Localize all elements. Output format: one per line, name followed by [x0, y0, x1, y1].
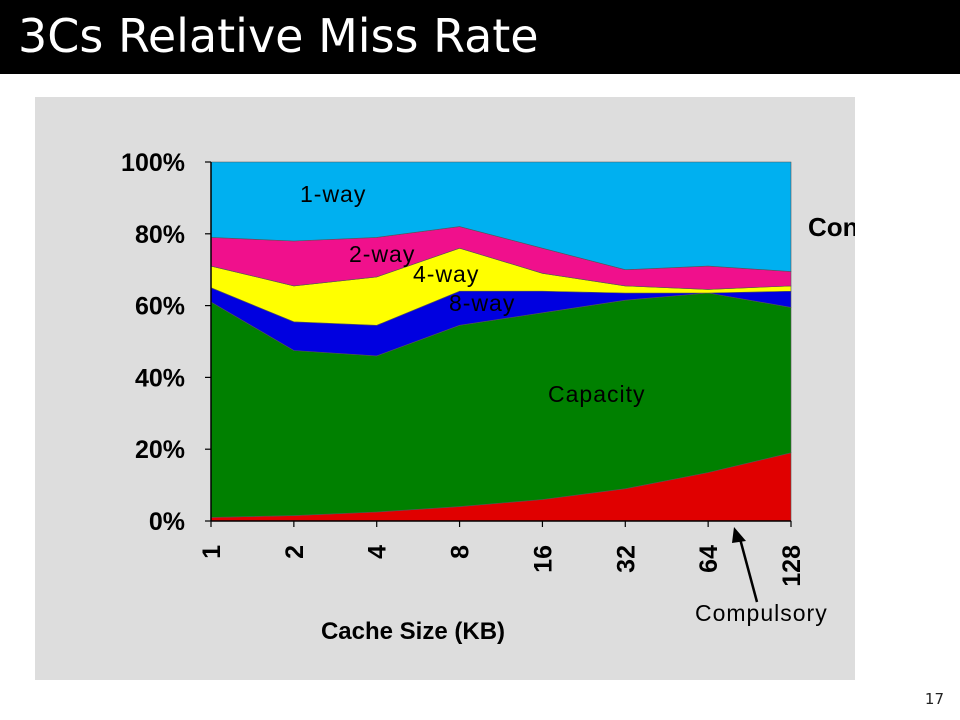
series-label-1-way: 1-way	[300, 181, 366, 207]
compulsory-arrow-head	[732, 527, 746, 543]
annotation-conflict: Conflict	[808, 212, 855, 242]
compulsory-arrow-line	[737, 534, 759, 603]
y-tick-label: 80%	[135, 221, 185, 249]
y-tick-label: 0%	[149, 508, 185, 536]
x-tick-label: 16	[529, 545, 557, 573]
x-axis-title: Cache Size (KB)	[321, 618, 505, 645]
y-tick-label: 60%	[135, 293, 185, 321]
y-tick-label: 40%	[135, 364, 185, 392]
page-number: 17	[924, 690, 944, 708]
series-label-capacity: Capacity	[548, 381, 645, 407]
x-tick-label: 64	[695, 545, 723, 573]
x-tick-label: 4	[364, 545, 392, 559]
series-label-8-way: 8-way	[449, 290, 515, 316]
x-tick-label: 128	[778, 545, 806, 587]
y-tick-label: 20%	[135, 436, 185, 464]
series-label-4-way: 4-way	[413, 261, 479, 287]
area-1-way	[210, 161, 792, 272]
x-tick-label: 2	[281, 545, 309, 559]
x-tick-label: 8	[447, 545, 475, 559]
chart-panel: 0% 20% 40% 60% 80% 100% 1 2 4 8 16 32 64 128 Cache Siz…	[35, 97, 855, 680]
y-tick-label: 100%	[121, 149, 185, 177]
slide-title: 3Cs Relative Miss Rate	[18, 9, 539, 63]
stacked-area-chart: 0% 20% 40% 60% 80% 100% 1 2 4 8 16 32 64 128 Cache Siz…	[121, 149, 855, 645]
series-label-compulsory: Compulsory	[695, 600, 828, 626]
series-label-2-way: 2-way	[349, 241, 415, 267]
x-tick-label: 32	[612, 545, 640, 573]
title-bar: 3Cs Relative Miss Rate	[0, 0, 960, 74]
x-tick-label: 1	[198, 545, 226, 559]
